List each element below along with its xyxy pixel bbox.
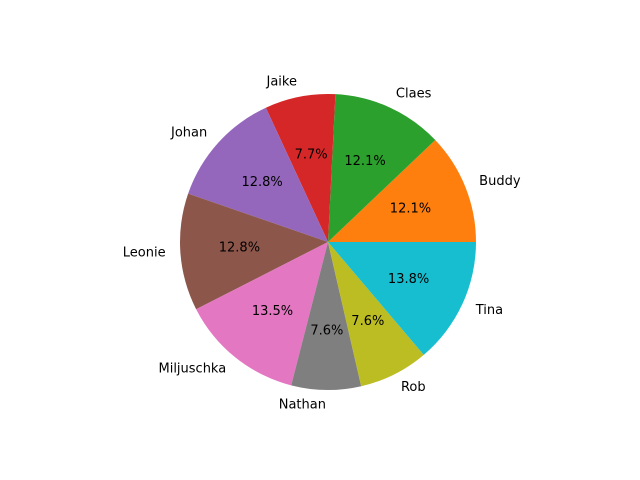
percent-label-miljuschka: 13.5% <box>252 304 293 319</box>
slice-label-tina: Tina <box>475 303 503 318</box>
percent-label-nathan: 7.6% <box>310 323 343 338</box>
percent-label-rob: 7.6% <box>351 314 384 329</box>
percent-label-leonie: 12.8% <box>219 241 260 256</box>
pie-slice-tina <box>328 242 476 355</box>
pie-slice-nathan <box>291 242 362 391</box>
labels-layer: Buddy 12.1% Claes 12.1% Jaike 7.7% Johan 12.8% L… <box>123 75 521 413</box>
pie-slice-johan <box>188 107 328 242</box>
pie-slice-buddy <box>328 140 476 242</box>
pie-slice-jaike <box>265 94 336 242</box>
slice-label-miljuschka: Miljuschka <box>158 362 226 377</box>
slice-label-leonie: Leonie <box>123 246 166 261</box>
slice-label-johan: Johan <box>170 125 207 140</box>
slice-label-claes: Claes <box>396 87 432 102</box>
slice-label-nathan: Nathan <box>279 397 326 412</box>
pie-slice-rob <box>328 242 424 387</box>
slice-label-rob: Rob <box>401 380 426 395</box>
percent-label-tina: 13.8% <box>388 272 429 287</box>
percent-label-buddy: 12.1% <box>390 202 431 217</box>
pie-slice-miljuschka <box>196 242 328 386</box>
percent-label-claes: 12.1% <box>344 154 385 169</box>
slices-layer <box>179 94 476 391</box>
slice-label-buddy: Buddy <box>479 174 521 189</box>
percent-label-johan: 12.8% <box>241 175 282 190</box>
pie-slice-leonie <box>179 193 328 310</box>
pie-slice-claes <box>328 94 436 243</box>
slice-label-jaike: Jaike <box>266 75 297 90</box>
percent-label-jaike: 7.7% <box>295 147 328 162</box>
